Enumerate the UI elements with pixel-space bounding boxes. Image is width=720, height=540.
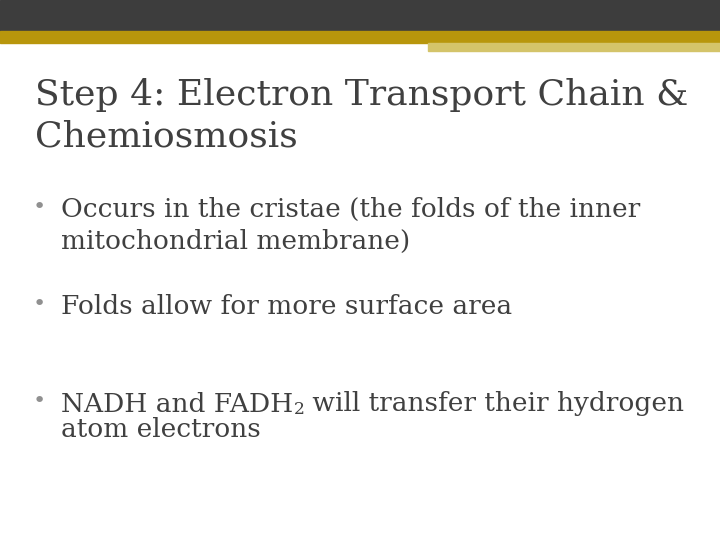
Text: •: • bbox=[33, 392, 46, 411]
Text: atom electrons: atom electrons bbox=[61, 417, 261, 442]
Bar bbox=[0, 0, 720, 31]
Text: Folds allow for more surface area: Folds allow for more surface area bbox=[61, 294, 513, 319]
Text: Occurs in the cristae (the folds of the inner
mitochondrial membrane): Occurs in the cristae (the folds of the … bbox=[61, 197, 641, 254]
Text: will transfer their hydrogen: will transfer their hydrogen bbox=[305, 392, 684, 416]
Bar bbox=[0, 31, 720, 43]
Text: NADH and FADH: NADH and FADH bbox=[61, 392, 294, 416]
Text: 2: 2 bbox=[294, 401, 305, 418]
Bar bbox=[428, 43, 720, 51]
Text: •: • bbox=[33, 197, 46, 217]
Text: •: • bbox=[33, 294, 46, 314]
Text: Step 4: Electron Transport Chain &
Chemiosmosis: Step 4: Electron Transport Chain & Chemi… bbox=[35, 78, 688, 153]
